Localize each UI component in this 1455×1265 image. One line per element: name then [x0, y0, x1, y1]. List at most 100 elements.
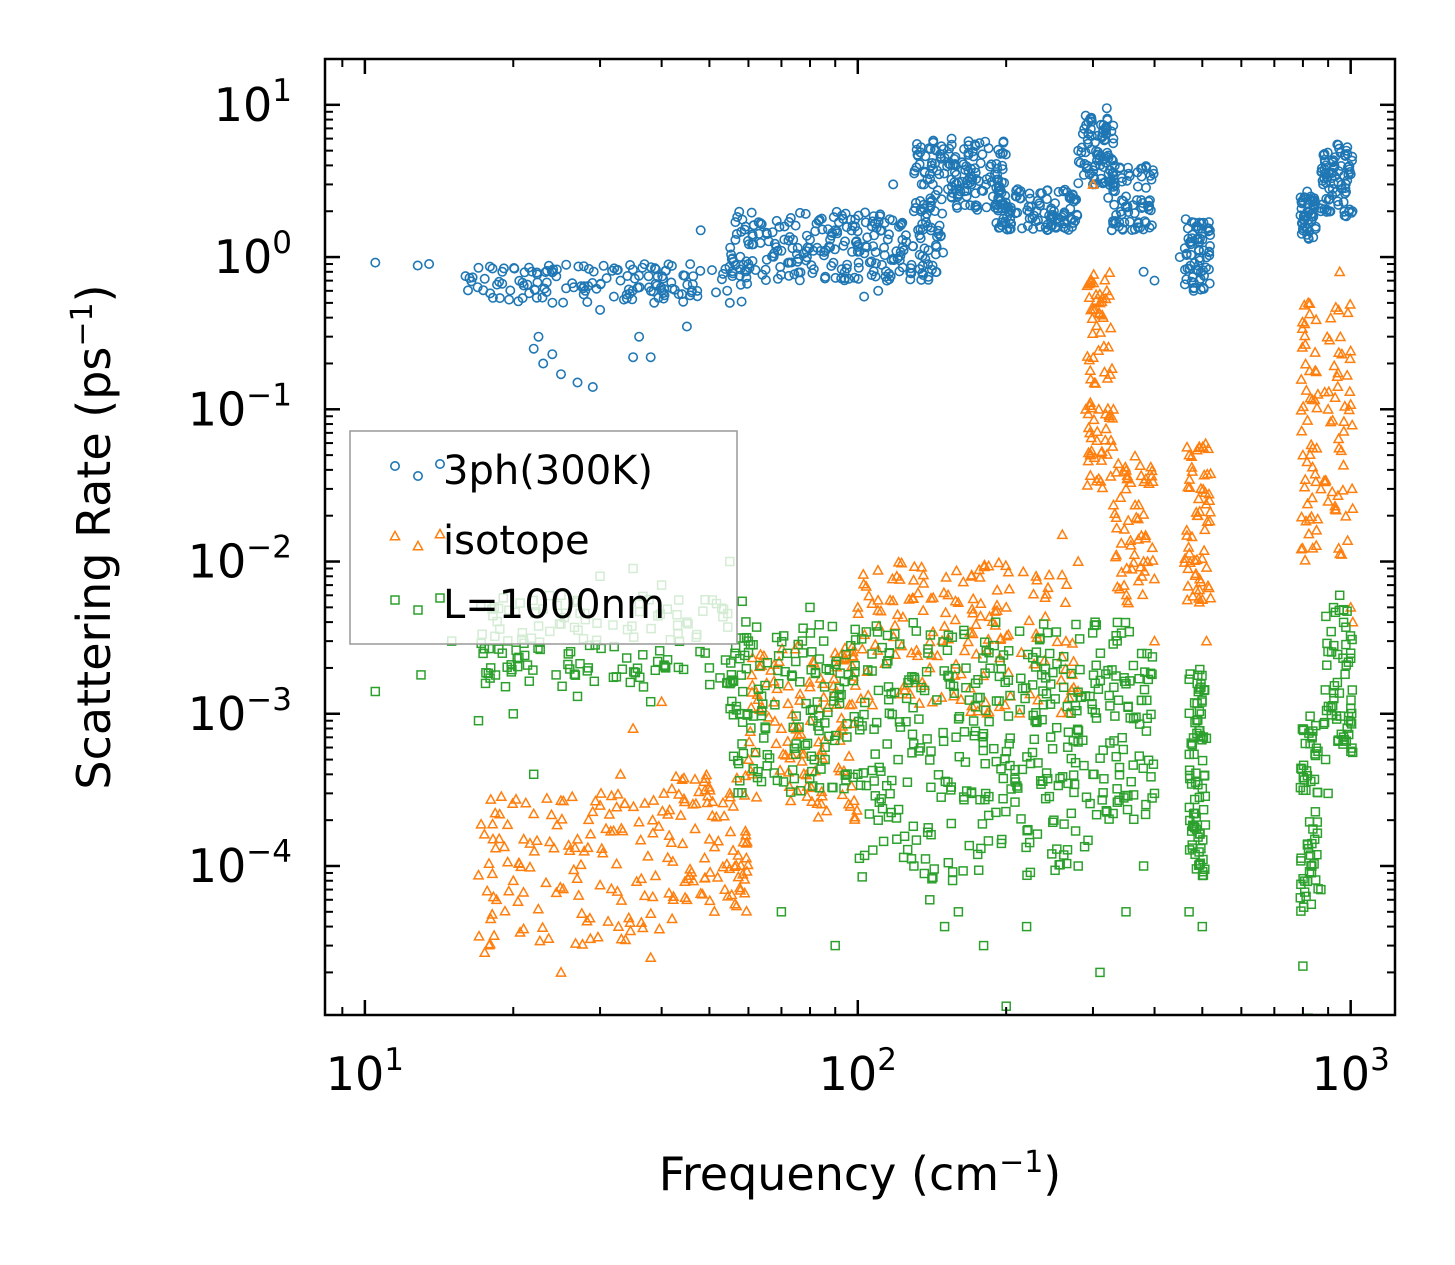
data-point — [957, 575, 970, 587]
data-point — [484, 261, 495, 272]
data-point — [1121, 191, 1132, 202]
data-point — [853, 210, 864, 221]
data-point — [1184, 749, 1195, 760]
data-point — [834, 683, 845, 693]
data-point — [753, 684, 764, 695]
data-point — [1028, 710, 1038, 721]
data-point — [673, 289, 684, 300]
data-point — [857, 872, 867, 882]
data-point — [1083, 138, 1094, 149]
data-point — [1084, 373, 1097, 384]
data-point — [589, 676, 600, 687]
data-point — [895, 639, 905, 649]
data-point — [798, 648, 808, 658]
data-point — [814, 711, 824, 721]
y-tick-label: 100 — [214, 225, 292, 284]
data-point — [1023, 614, 1035, 626]
data-point — [670, 770, 682, 781]
data-point — [817, 224, 828, 235]
data-point — [743, 735, 756, 747]
data-point — [742, 235, 753, 246]
data-point — [1112, 797, 1123, 807]
data-point — [1032, 693, 1044, 705]
data-point — [1319, 717, 1330, 728]
data-point — [569, 841, 581, 853]
data-point — [638, 650, 648, 660]
legend-item-circle: 3ph(300K) — [389, 448, 653, 494]
data-point — [818, 636, 829, 646]
data-point — [1331, 370, 1344, 381]
data-point — [737, 596, 747, 607]
data-point — [1005, 223, 1016, 234]
data-point — [1080, 147, 1091, 158]
data-point — [728, 751, 739, 762]
data-point — [605, 882, 618, 894]
data-point — [923, 259, 934, 270]
data-point — [637, 262, 648, 273]
data-point — [820, 754, 830, 765]
data-point — [1109, 199, 1120, 210]
data-point — [1149, 788, 1160, 799]
data-point — [1095, 151, 1106, 162]
data-point — [1179, 279, 1190, 290]
data-point — [973, 692, 983, 703]
data-point — [545, 808, 558, 820]
data-point — [820, 718, 830, 728]
data-point — [1190, 567, 1202, 579]
data-point — [495, 790, 508, 801]
data-point — [1068, 736, 1079, 746]
data-point — [1122, 804, 1133, 815]
data-point — [1180, 264, 1191, 275]
data-point — [1315, 482, 1327, 494]
data-point — [963, 136, 974, 147]
data-point — [1187, 739, 1198, 750]
data-point — [1194, 792, 1205, 803]
data-point — [1309, 774, 1320, 785]
data-point — [1319, 173, 1330, 184]
data-point — [517, 886, 530, 897]
data-point — [1059, 207, 1070, 218]
data-point — [1205, 241, 1216, 252]
data-point — [595, 304, 606, 315]
data-point — [576, 938, 589, 949]
data-point — [1195, 664, 1205, 675]
data-point — [1024, 687, 1036, 699]
data-point — [925, 197, 936, 208]
data-point — [911, 144, 922, 155]
data-point — [1090, 474, 1103, 486]
data-point — [853, 769, 863, 780]
data-point — [703, 781, 716, 792]
data-point — [926, 782, 936, 793]
data-point — [991, 599, 1003, 610]
data-point — [1015, 704, 1025, 715]
data-point — [1121, 907, 1131, 917]
data-point — [1310, 524, 1323, 535]
data-point — [741, 865, 753, 876]
data-point — [1186, 249, 1197, 260]
data-point — [541, 265, 552, 276]
data-point — [1132, 222, 1143, 233]
data-point — [859, 709, 869, 720]
data-point — [962, 635, 975, 647]
data-point — [1330, 503, 1342, 515]
data-point — [1324, 183, 1335, 194]
data-point — [1080, 110, 1091, 121]
data-point — [910, 674, 920, 685]
data-point — [781, 735, 794, 746]
data-point — [848, 675, 859, 686]
data-point — [1303, 233, 1314, 244]
legend-marker — [434, 458, 445, 469]
data-point — [944, 143, 955, 154]
legend-marker — [389, 460, 400, 471]
data-point — [750, 747, 761, 758]
data-point — [991, 756, 1002, 767]
data-point — [1145, 668, 1156, 679]
data-point — [735, 776, 745, 786]
data-point — [527, 807, 540, 819]
data-point — [1073, 725, 1084, 736]
data-point — [1297, 195, 1308, 206]
data-point — [893, 754, 903, 765]
data-point — [1108, 174, 1119, 185]
data-point — [883, 656, 893, 666]
data-point — [1326, 626, 1336, 637]
